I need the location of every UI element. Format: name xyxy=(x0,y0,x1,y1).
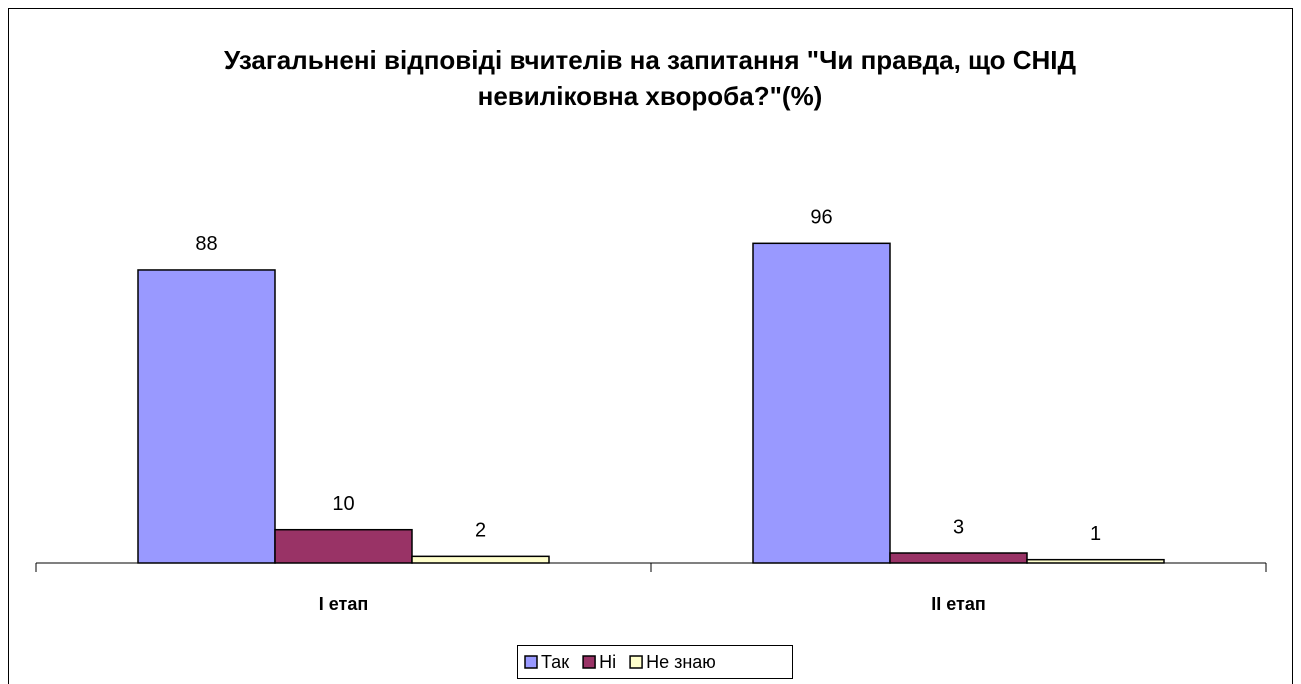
x-tick-label: I етап xyxy=(319,594,368,614)
bar xyxy=(411,555,550,564)
data-label: 96 xyxy=(810,207,832,229)
data-label: 88 xyxy=(195,233,217,255)
legend-label: Не знаю xyxy=(646,652,716,672)
bar xyxy=(274,528,413,564)
data-label: 3 xyxy=(953,516,964,538)
data-label: 1 xyxy=(1090,523,1101,545)
data-label: 10 xyxy=(332,493,354,515)
legend: Так Ні Не знаю xyxy=(517,645,793,679)
legend-box xyxy=(517,645,793,679)
x-tick-label: II етап xyxy=(931,594,985,614)
bar xyxy=(752,242,891,564)
legend-swatch xyxy=(524,655,538,669)
data-label: 2 xyxy=(475,520,486,542)
legend-swatch xyxy=(582,655,596,669)
bar xyxy=(889,552,1028,564)
chart-title: Узагальнені відповіді вчителів на запита… xyxy=(223,45,1077,111)
legend-label: Так xyxy=(541,652,569,672)
legend-label: Ні xyxy=(599,652,616,672)
legend-swatch xyxy=(629,655,643,669)
bar xyxy=(137,269,276,564)
